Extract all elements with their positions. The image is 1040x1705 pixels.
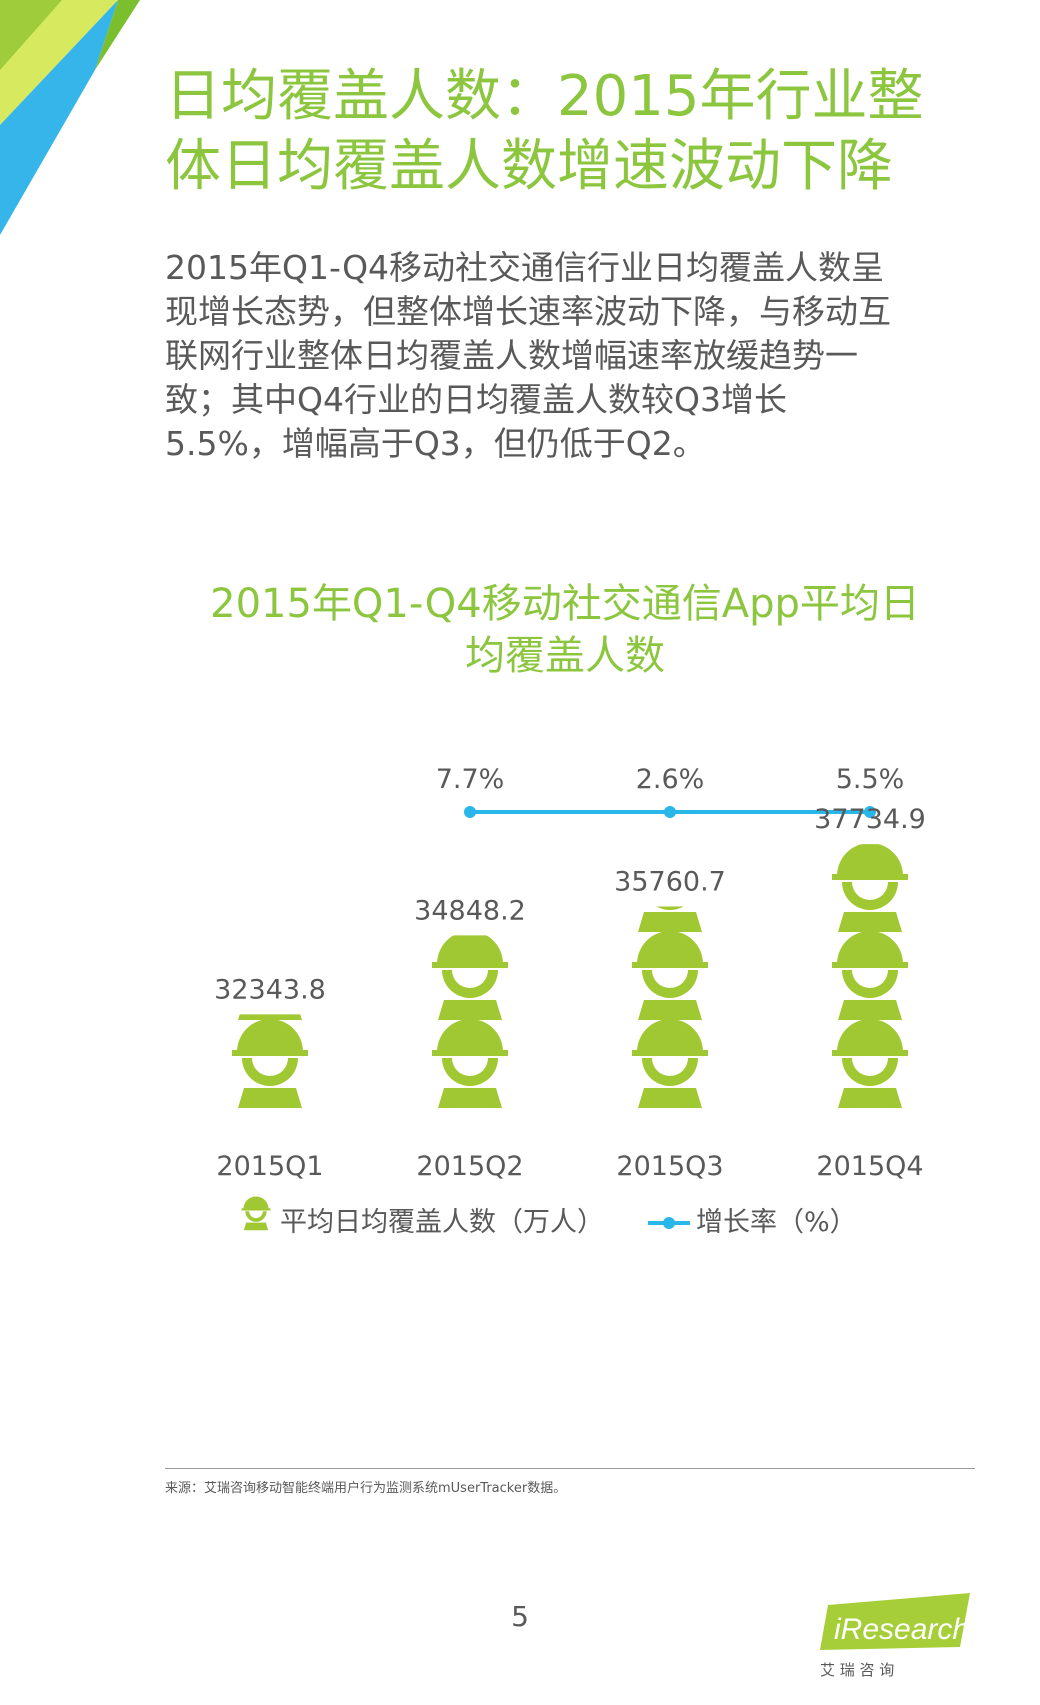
bar-value-label: 32343.8 [214, 974, 326, 1005]
x-tick-label: 2015Q1 [216, 1151, 323, 1182]
growth-point [464, 806, 476, 818]
x-tick-label: 2015Q2 [416, 1151, 523, 1182]
page-number: 5 [511, 1600, 529, 1633]
description-line-1: 2015年Q1-Q4移动社交通信行业日均覆盖人数呈 [165, 248, 885, 287]
growth-value-label: 2.6% [636, 764, 705, 795]
title-line-2: 体日均覆盖人数增速波动下降 [165, 134, 893, 199]
description-line-2: 现增长态势，但整体增长速率波动下降，与移动互 [165, 292, 891, 331]
source-divider [165, 1468, 975, 1469]
bar-value-label: 37734.9 [814, 804, 926, 835]
description-line-5: 5.5%，增幅高于Q3，但仍低于Q2。 [165, 424, 706, 463]
title-line-1: 日均覆盖人数：2015年行业整 [165, 64, 924, 129]
legend-item-growth: 增长率（%） [648, 1207, 857, 1238]
logo-cn: 艾 瑞 咨 询 [820, 1661, 894, 1679]
page-title: 日均覆盖人数：2015年行业整 体日均覆盖人数增速波动下降 [165, 62, 985, 202]
x-tick-label: 2015Q4 [816, 1151, 923, 1182]
x-tick-label: 2015Q3 [616, 1151, 723, 1182]
description-line-3: 联网行业整体日均覆盖人数增幅速率放缓趋势一 [165, 336, 858, 375]
iresearch-logo: iResearch 艾 瑞 咨 询 [820, 1593, 970, 1679]
source-note: 来源：艾瑞咨询移动智能终端用户行为监测系统mUserTracker数据。 [165, 1481, 567, 1496]
chart-title-line-2: 均覆盖人数 [465, 633, 665, 679]
growth-point [864, 806, 876, 818]
person-icon [241, 1196, 271, 1231]
description-paragraph: 2015年Q1-Q4移动社交通信行业日均覆盖人数呈 现增长态势，但整体增长速率波… [165, 246, 995, 466]
legend-item-coverage: 平均日均覆盖人数（万人） [241, 1196, 604, 1238]
chart-title-line-1: 2015年Q1-Q4移动社交通信App平均日 [210, 581, 920, 627]
bar-value-label: 34848.2 [414, 895, 526, 926]
logo-text: iResearch [834, 1613, 969, 1646]
bar-2015Q1 [232, 1014, 308, 1108]
legend-label: 增长率（%） [696, 1207, 857, 1238]
labels-layer: 32343.8 2015Q1 34848.2 2015Q2 35760.7 2015Q3 3… [214, 764, 926, 1182]
legend-point-marker [663, 1217, 675, 1229]
growth-line-layer [464, 806, 876, 818]
legend-label: 平均日均覆盖人数（万人） [280, 1207, 604, 1238]
legend: 平均日均覆盖人数（万人） 增长率（%） [241, 1196, 857, 1238]
bar-value-label: 35760.7 [614, 867, 726, 898]
description-line-4: 致；其中Q4行业的日均覆盖人数较Q3增长 [165, 380, 787, 419]
corner-decoration [0, 0, 140, 235]
growth-value-label: 7.7% [436, 764, 505, 795]
growth-point [664, 806, 676, 818]
chart-title: 2015年Q1-Q4移动社交通信App平均日 均覆盖人数 [120, 578, 1010, 682]
growth-value-label: 5.5% [836, 764, 905, 795]
chart-canvas: 32343.8 2015Q1 34848.2 2015Q2 35760.7 2015Q3 3… [214, 764, 926, 1238]
